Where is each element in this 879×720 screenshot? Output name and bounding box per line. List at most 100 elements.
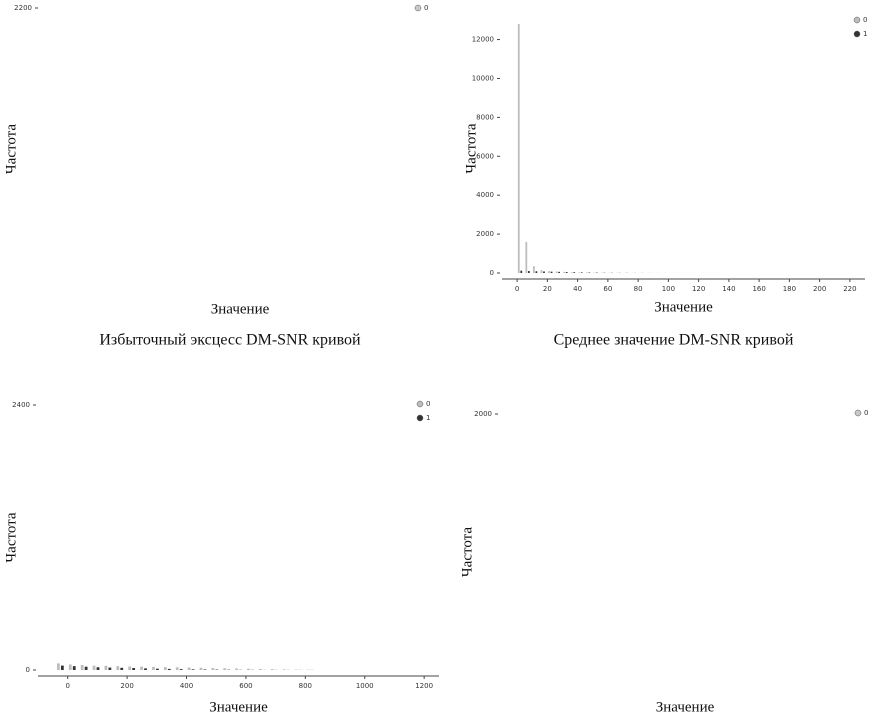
bar [156, 668, 159, 670]
bar [550, 271, 553, 273]
x-tick-label: 140 [722, 285, 735, 293]
bar [578, 272, 581, 273]
y-tick-label: 12000 [472, 36, 494, 44]
x-tick-label: 600 [239, 682, 252, 690]
x-axis-label: Значение [209, 699, 268, 715]
legend-marker [854, 409, 862, 417]
legend-label: 0 [863, 16, 867, 24]
y-tick-label: 2400 [12, 401, 30, 409]
y-axis-label: Частота [463, 123, 479, 173]
legend-label: 1 [863, 30, 867, 38]
bar [535, 271, 538, 273]
legend-label: 0 [864, 409, 868, 417]
bar [179, 669, 183, 670]
x-tick-label: 220 [843, 285, 856, 293]
caption: Избыточный эксцесс DM-SNR кривой [99, 332, 361, 349]
x-tick-label: 0 [515, 285, 519, 293]
bar [80, 665, 84, 670]
bar [570, 272, 573, 273]
bar [191, 669, 195, 670]
legend-marker [416, 414, 424, 422]
x-tick-label: 200 [120, 682, 133, 690]
bar [555, 271, 558, 273]
legend-marker [853, 30, 861, 38]
bar [128, 666, 132, 670]
bar [108, 667, 112, 670]
bar [203, 669, 207, 670]
x-tick-label: 180 [783, 285, 796, 293]
x-axis-label: Значение [656, 699, 715, 715]
bar [57, 663, 60, 670]
bar [558, 271, 560, 273]
bar [144, 668, 147, 670]
x-axis-label: Значение [211, 301, 270, 317]
bar [525, 241, 528, 273]
x-tick-label: 40 [573, 285, 582, 293]
y-tick-label: 2000 [476, 230, 494, 238]
y-tick-label: 2000 [474, 410, 492, 418]
bar [270, 669, 274, 670]
bar [517, 24, 520, 273]
bar [116, 666, 120, 670]
bar [132, 668, 136, 670]
x-tick-label: 20 [543, 285, 552, 293]
bar [565, 272, 568, 273]
bar [84, 666, 88, 670]
x-tick-label: 200 [813, 285, 826, 293]
x-tick-label: 800 [299, 682, 312, 690]
bar [199, 667, 203, 670]
bar [72, 666, 76, 670]
x-tick-label: 120 [692, 285, 705, 293]
y-tick-label: 2200 [14, 4, 32, 12]
bar [527, 271, 530, 273]
y-axis-label: Частота [459, 527, 475, 577]
bar [175, 667, 179, 670]
x-tick-label: 80 [634, 285, 643, 293]
x-tick-label: 160 [752, 285, 765, 293]
bar [258, 668, 262, 670]
bar [543, 271, 545, 273]
bar [573, 272, 576, 273]
x-tick-label: 1000 [356, 682, 374, 690]
x-tick-label: 100 [662, 285, 675, 293]
bar [187, 667, 191, 670]
y-tick-label: 0 [26, 666, 30, 674]
bar [140, 666, 143, 670]
x-tick-label: 0 [65, 682, 69, 690]
y-tick-label: 10000 [472, 74, 494, 82]
y-tick-label: 8000 [476, 113, 494, 121]
legend-marker [853, 16, 861, 24]
y-tick-label: 0 [490, 269, 494, 277]
legend-marker [414, 4, 422, 12]
bar [68, 664, 72, 670]
y-axis-label: Частота [3, 512, 19, 562]
bar [247, 668, 250, 670]
bar [152, 666, 155, 670]
bar [533, 266, 535, 273]
bar [60, 665, 64, 670]
bar [563, 271, 566, 273]
x-tick-label: 400 [180, 682, 193, 690]
y-tick-label: 4000 [476, 191, 494, 199]
caption: Среднее значение DM-SNR кривой [554, 332, 794, 349]
bar [96, 667, 100, 670]
bar [282, 669, 286, 670]
bar [104, 665, 108, 670]
x-tick-label: 1200 [415, 682, 433, 690]
bar [235, 668, 239, 670]
bar [120, 667, 124, 670]
bar [92, 665, 96, 670]
x-tick-label: 60 [603, 285, 612, 293]
legend-label: 0 [426, 400, 430, 408]
x-axis-label: Значение [654, 299, 713, 315]
bar [163, 667, 167, 670]
bar [520, 270, 523, 273]
y-tick-label: 6000 [476, 152, 494, 160]
bar [540, 270, 543, 273]
bar [548, 271, 550, 273]
bar [167, 668, 171, 670]
legend-marker [416, 400, 424, 408]
legend-label: 0 [424, 4, 428, 12]
